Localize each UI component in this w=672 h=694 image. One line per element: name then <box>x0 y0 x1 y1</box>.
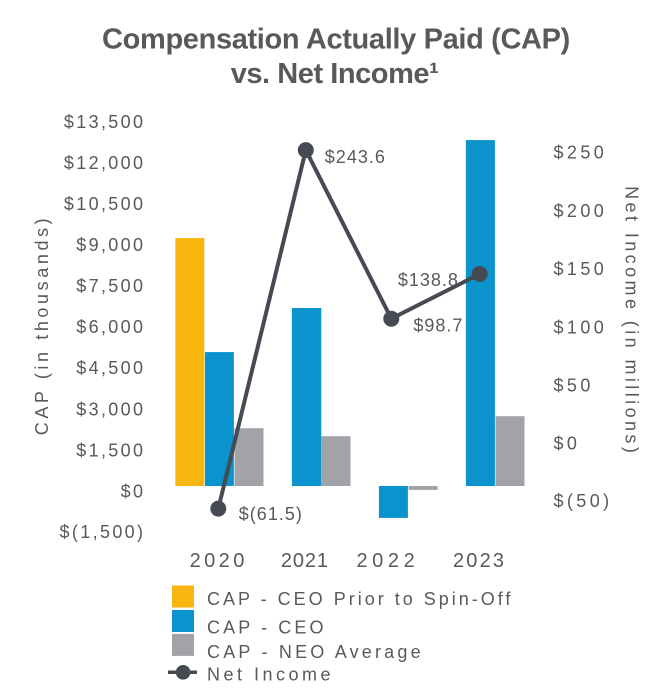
svg-text:CAP - NEO Average: CAP - NEO Average <box>207 642 424 662</box>
svg-text:$(50): $(50) <box>554 491 613 511</box>
svg-text:$10,500: $10,500 <box>64 194 146 214</box>
svg-text:$0: $0 <box>554 434 581 454</box>
svg-text:CAP - CEO: CAP - CEO <box>207 618 327 638</box>
svg-text:$13,500: $13,500 <box>64 112 146 132</box>
svg-text:$7,500: $7,500 <box>76 276 145 296</box>
svg-text:2020: 2020 <box>190 550 248 572</box>
svg-text:$150: $150 <box>554 259 608 279</box>
svg-text:$3,000: $3,000 <box>76 399 145 419</box>
svg-text:$0: $0 <box>121 481 146 501</box>
svg-text:2022: 2022 <box>356 550 419 572</box>
svg-text:vs. Net Income¹: vs. Net Income¹ <box>231 58 439 90</box>
svg-text:2021: 2021 <box>281 550 329 572</box>
svg-text:CAP - CEO Prior to Spin-Off: CAP - CEO Prior to Spin-Off <box>207 589 513 609</box>
svg-text:Net Income: Net Income <box>207 665 334 685</box>
svg-text:$50: $50 <box>554 376 594 396</box>
svg-text:2023: 2023 <box>453 550 506 572</box>
svg-text:CAP (in thousands): CAP (in thousands) <box>32 215 52 436</box>
svg-text:$243.6: $243.6 <box>325 147 386 167</box>
svg-text:$(61.5): $(61.5) <box>239 504 303 524</box>
svg-text:$138.8: $138.8 <box>398 270 459 290</box>
svg-text:$(1,500): $(1,500) <box>60 522 146 542</box>
svg-text:$1,500: $1,500 <box>76 440 145 460</box>
svg-text:$9,000: $9,000 <box>76 235 145 255</box>
svg-text:$250: $250 <box>554 143 608 163</box>
svg-text:$200: $200 <box>554 201 608 221</box>
svg-text:Net Income (in millions): Net Income (in millions) <box>621 186 641 456</box>
svg-text:Compensation Actually Paid (CA: Compensation Actually Paid (CAP) <box>102 23 570 55</box>
svg-text:$100: $100 <box>554 317 608 337</box>
svg-text:$12,000: $12,000 <box>64 153 146 173</box>
svg-text:$98.7: $98.7 <box>413 315 463 335</box>
svg-text:$4,500: $4,500 <box>76 358 145 378</box>
svg-text:$6,000: $6,000 <box>76 317 145 337</box>
